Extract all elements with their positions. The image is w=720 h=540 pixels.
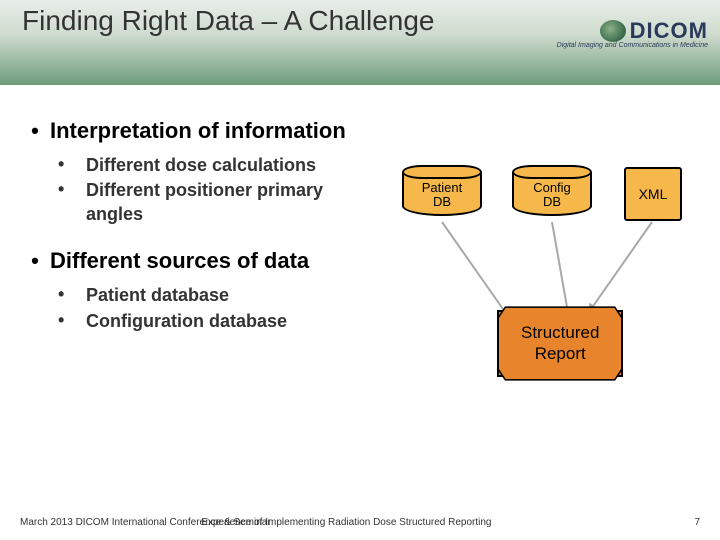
section2-list: •Patient database •Configuration databas… — [58, 284, 376, 333]
arrow-icon — [441, 221, 511, 320]
section2-heading: •Different sources of data — [20, 248, 376, 274]
xml-box: XML — [624, 167, 682, 221]
diagram-area: Patient DB Config DB XML Structured Repo… — [392, 145, 702, 385]
footer: March 2013 DICOM International Conferenc… — [20, 517, 700, 528]
list-item: •Different dose calculations — [58, 154, 376, 177]
page-number: 7 — [694, 517, 700, 528]
section1-list: •Different dose calculations •Different … — [58, 154, 376, 226]
logo-text: DICOM — [630, 18, 708, 44]
list-item: •Configuration database — [58, 310, 376, 333]
title-bar: Finding Right Data – A Challenge DICOM D… — [0, 0, 720, 85]
database-icon: Config DB — [512, 165, 592, 216]
footer-center: Experience of Implementing Radiation Dos… — [201, 517, 491, 528]
arrow-icon — [588, 221, 653, 312]
list-item: •Different positioner primary angles — [58, 179, 376, 226]
list-item: •Patient database — [58, 284, 376, 307]
globe-icon — [600, 20, 626, 42]
logo-main: DICOM — [557, 18, 708, 44]
arrow-icon — [551, 222, 569, 316]
database-icon: Patient DB — [402, 165, 482, 216]
section1-heading: •Interpretation of information — [20, 118, 376, 144]
dicom-logo: DICOM Digital Imaging and Communications… — [557, 18, 708, 49]
logo-subtitle: Digital Imaging and Communications in Me… — [557, 42, 708, 49]
content-area: •Interpretation of information •Differen… — [20, 118, 376, 355]
structured-report-box: Structured Report — [497, 310, 623, 377]
